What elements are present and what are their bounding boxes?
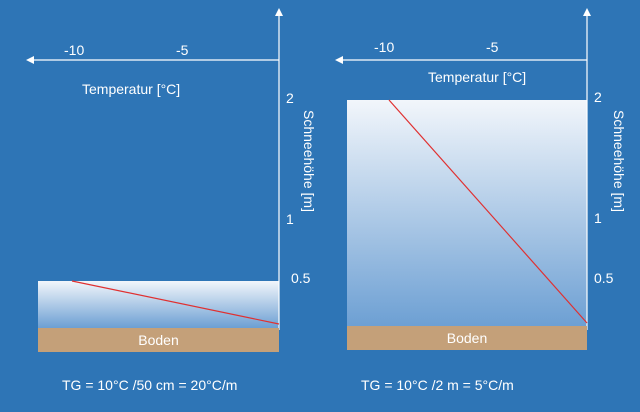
snow-layer-left xyxy=(38,281,279,328)
gradient-formula-left: TG = 10°C /50 cm = 20°C/m xyxy=(62,377,238,393)
temperature-axis-label-left: Temperatur [°C] xyxy=(82,81,181,97)
depth-tick-left-1: 1 xyxy=(286,211,294,227)
depth-tick-right-2: 2 xyxy=(594,89,602,105)
ground-right: Boden xyxy=(347,326,587,350)
temperature-axis-label-right: Temperatur [°C] xyxy=(428,69,527,85)
temp-tick-right-1: -10 xyxy=(374,39,395,55)
temp-tick-right-2: -5 xyxy=(486,39,499,55)
depth-tick-left-05: 0.5 xyxy=(291,270,311,286)
snow-layer-right xyxy=(347,100,587,328)
ground-left: Boden xyxy=(38,328,279,352)
temp-tick-left-1: -10 xyxy=(64,42,85,58)
temp-tick-left-2: -5 xyxy=(176,42,189,58)
snow-depth-axis-label-right: Schneehöhe [m] xyxy=(611,110,627,212)
temperature-profile-right xyxy=(388,99,588,324)
depth-tick-left-2: 2 xyxy=(286,90,294,106)
depth-tick-right-05: 0.5 xyxy=(594,270,614,286)
depth-tick-right-1: 1 xyxy=(594,210,602,226)
gradient-formula-right: TG = 10°C /2 m = 5°C/m xyxy=(361,377,514,393)
snow-depth-axis-label-left: Schneehöhe [m] xyxy=(301,110,317,212)
temperature-profile-left xyxy=(71,280,280,325)
